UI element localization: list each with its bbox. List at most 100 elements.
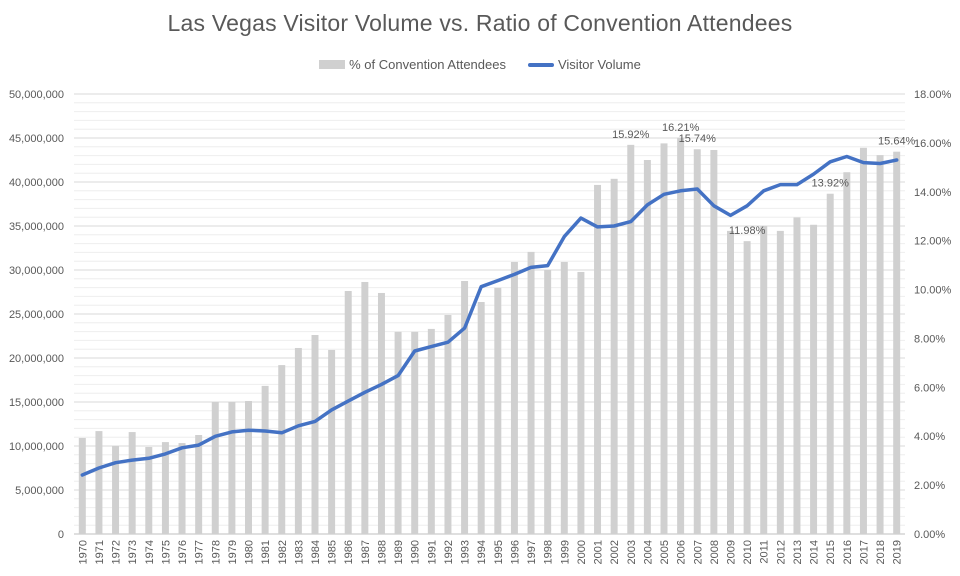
x-tick-label: 2006 xyxy=(676,540,688,564)
bar xyxy=(228,402,236,534)
bar xyxy=(328,349,336,534)
bar xyxy=(211,402,219,534)
x-tick-label: 2008 xyxy=(709,540,721,564)
x-tick-label: 2000 xyxy=(576,540,588,564)
x-tick-label: 1993 xyxy=(460,540,472,564)
bar xyxy=(560,261,568,534)
bar xyxy=(461,281,469,534)
x-tick-label: 1971 xyxy=(94,540,106,564)
x-tick-label: 1986 xyxy=(343,540,355,564)
bar xyxy=(776,230,784,534)
x-tick-label: 1989 xyxy=(393,540,405,564)
x-tick-label: 2010 xyxy=(742,540,754,564)
bar xyxy=(494,287,502,534)
legend-item-visitor-volume[interactable]: Visitor Volume xyxy=(527,57,641,72)
x-tick-label: 1980 xyxy=(244,540,256,564)
bar xyxy=(128,432,136,534)
bar xyxy=(627,144,635,534)
legend-label-convention: % of Convention Attendees xyxy=(349,57,506,72)
bar xyxy=(311,335,319,534)
bar xyxy=(78,437,86,534)
x-tick-label: 2001 xyxy=(593,540,605,564)
x-tick-label: 1987 xyxy=(360,540,372,564)
bar xyxy=(245,401,253,534)
y-left-tick-label: 20,000,000 xyxy=(9,353,64,365)
bar xyxy=(444,314,452,534)
legend-swatch-line xyxy=(527,62,554,67)
bar xyxy=(145,446,153,534)
x-tick-label: 2012 xyxy=(775,540,787,564)
x-tick-label: 1970 xyxy=(77,540,89,564)
bar xyxy=(893,151,901,534)
left-axis: 0 5,000,000 10,000,000 15,000,000 20,000,000… xyxy=(9,89,64,541)
y-right-tick-label: 6.00% xyxy=(914,382,945,394)
bar xyxy=(361,281,369,534)
y-right-tick-label: 16.00% xyxy=(914,138,952,150)
y-left-tick-label: 25,000,000 xyxy=(9,309,64,321)
x-tick-label: 2011 xyxy=(759,540,771,564)
y-left-tick-label: 15,000,000 xyxy=(9,397,64,409)
x-tick-label: 1988 xyxy=(376,540,388,564)
x-axis: 1970 1971 1972 1973 1974 1975 1976 1977 1978 1979… xyxy=(77,540,903,564)
bar xyxy=(876,155,884,534)
x-tick-label: 1991 xyxy=(426,540,438,564)
bar xyxy=(660,143,668,534)
right-axis: 0.00% 2.00% 4.00% 6.00% 8.00% 10.00% 12.00% 14.… xyxy=(914,89,952,541)
x-tick-label: 1975 xyxy=(160,540,172,564)
line-series xyxy=(80,154,899,477)
legend: % of Convention Attendees Visitor Volume xyxy=(0,57,960,72)
y-left-tick-label: 5,000,000 xyxy=(15,485,64,497)
bar xyxy=(677,137,685,534)
y-right-tick-label: 14.00% xyxy=(914,187,952,199)
bar xyxy=(510,261,518,534)
y-right-tick-label: 0.00% xyxy=(914,529,945,541)
data-label: 11.98% xyxy=(729,225,766,237)
bar xyxy=(377,292,385,534)
data-label: 16.21% xyxy=(662,122,700,134)
x-tick-label: 2019 xyxy=(892,540,904,564)
x-tick-label: 2018 xyxy=(875,540,887,564)
x-tick-label: 2015 xyxy=(825,540,837,564)
x-tick-label: 1976 xyxy=(177,540,189,564)
bar xyxy=(527,251,535,534)
legend-swatch-bar xyxy=(319,60,346,69)
x-tick-label: 1978 xyxy=(210,540,222,564)
data-label: 15.64% xyxy=(878,136,916,148)
visitor-volume-line xyxy=(80,154,899,477)
y-right-tick-label: 2.00% xyxy=(914,480,945,492)
legend-item-convention[interactable]: % of Convention Attendees xyxy=(319,57,506,72)
y-left-tick-label: 50,000,000 xyxy=(9,89,64,101)
x-tick-label: 1977 xyxy=(194,540,206,564)
y-left-tick-label: 40,000,000 xyxy=(9,177,64,189)
bar xyxy=(743,241,751,534)
y-right-tick-label: 8.00% xyxy=(914,333,945,345)
y-left-tick-label: 0 xyxy=(58,529,64,541)
bar xyxy=(843,172,851,534)
bar xyxy=(643,160,651,534)
x-tick-label: 1990 xyxy=(410,540,422,564)
x-tick-label: 1999 xyxy=(559,540,571,564)
bar xyxy=(294,347,302,534)
x-tick-label: 1992 xyxy=(443,540,455,564)
x-tick-label: 1985 xyxy=(327,540,339,564)
bar xyxy=(760,226,768,534)
bar xyxy=(161,442,169,534)
bar xyxy=(344,291,352,534)
x-tick-label: 1998 xyxy=(543,540,555,564)
x-tick-label: 1994 xyxy=(476,540,488,564)
x-tick-label: 1979 xyxy=(227,540,239,564)
bar xyxy=(544,270,552,534)
x-tick-label: 2009 xyxy=(725,540,737,564)
bar xyxy=(477,302,485,534)
x-tick-label: 2013 xyxy=(792,540,804,564)
chart-title: Las Vegas Visitor Volume vs. Ratio of Co… xyxy=(167,10,793,36)
x-tick-label: 1997 xyxy=(526,540,538,564)
x-tick-label: 2002 xyxy=(609,540,621,564)
bar xyxy=(693,149,701,534)
bar-series xyxy=(78,137,901,535)
data-labels: 15.92% 16.21%15.74% 11.98% 13.92% 15.64% xyxy=(612,122,915,237)
legend-label-visitor-volume: Visitor Volume xyxy=(557,57,641,72)
x-tick-label: 2007 xyxy=(692,540,704,564)
y-right-tick-label: 18.00% xyxy=(914,89,952,101)
